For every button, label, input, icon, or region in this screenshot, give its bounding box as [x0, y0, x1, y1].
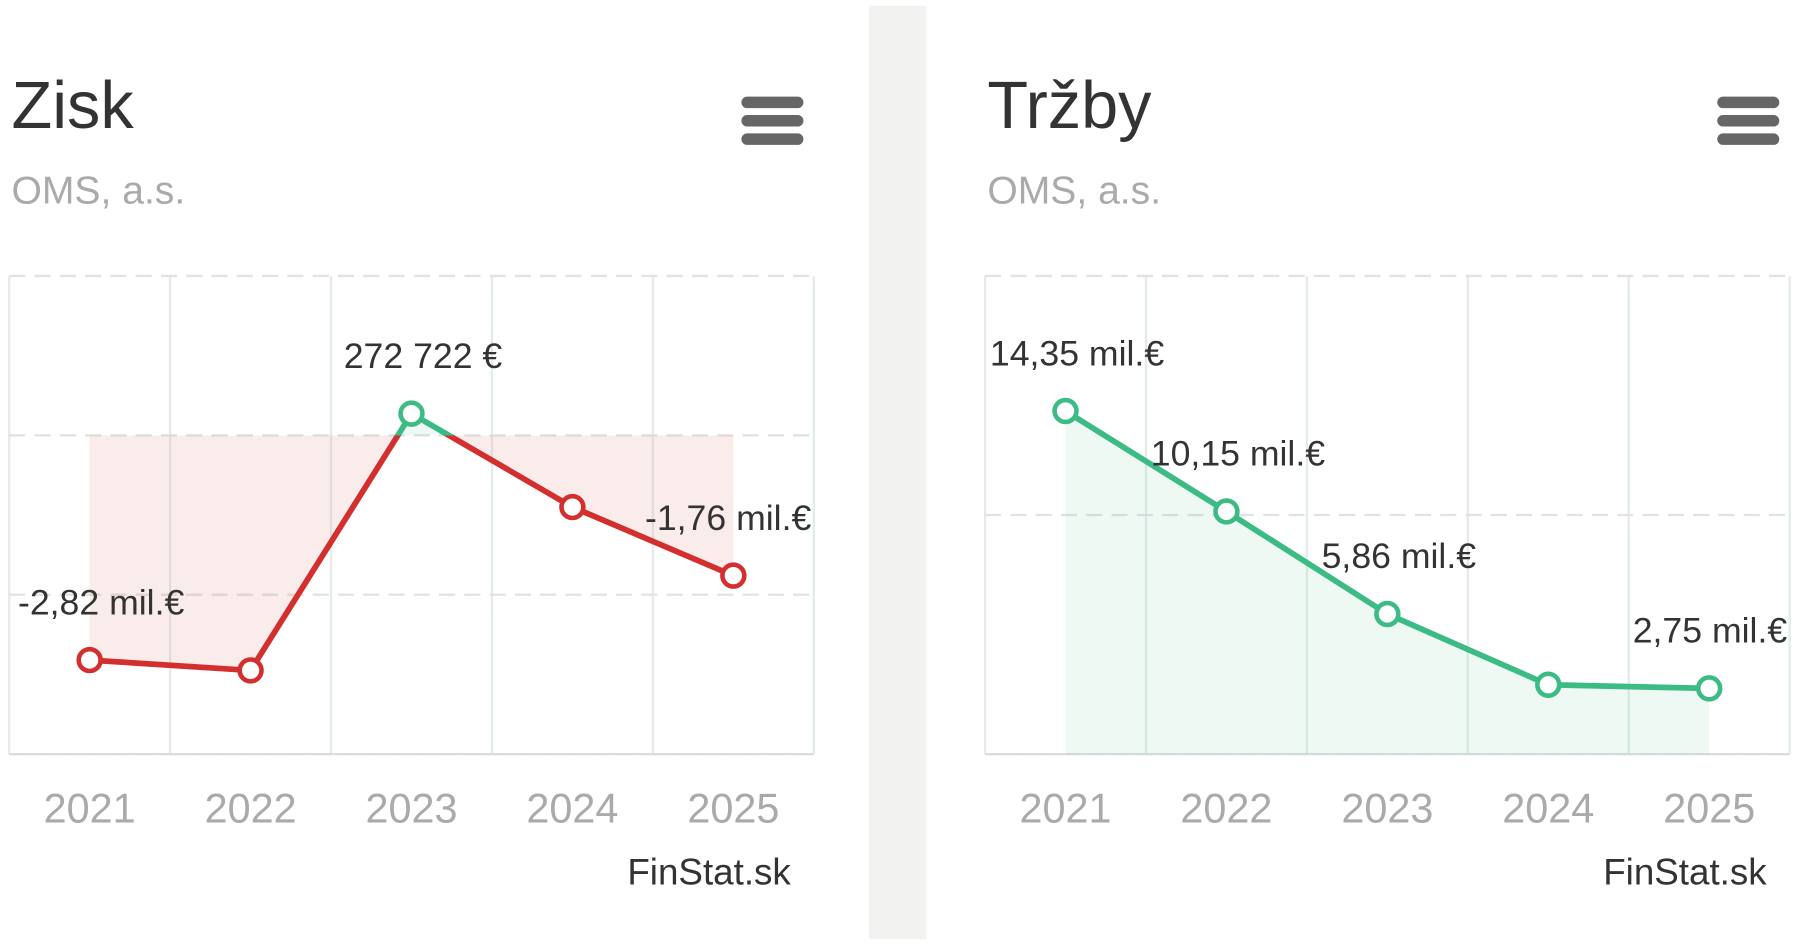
point — [1695, 675, 1723, 702]
x-tick-label: 2021 — [44, 786, 136, 832]
credit: FinStat.sk — [627, 852, 791, 893]
credit: FinStat.sk — [1603, 852, 1767, 893]
menu-button[interactable] — [741, 96, 804, 145]
point — [559, 493, 586, 521]
data-label: 5,86 mil.€ — [1322, 536, 1477, 576]
x-tick-label: 2025 — [1663, 786, 1755, 832]
chart-subtitle: OMS, a.s. — [11, 170, 185, 213]
x-tick-label: 2022 — [1180, 786, 1272, 832]
area — [1065, 411, 1710, 755]
x-tick-label: 2024 — [526, 786, 618, 832]
data-label: 272 722 € — [344, 336, 503, 376]
x-tick-label: 2025 — [687, 786, 779, 832]
data-label: -2,82 mil.€ — [18, 582, 185, 622]
area — [89, 413, 734, 671]
point — [1535, 671, 1562, 698]
x-tick-label: 2022 — [205, 786, 297, 832]
data-label: 10,15 mil.€ — [1151, 434, 1325, 474]
chart-title: Tržby — [987, 69, 1152, 143]
point — [1374, 600, 1401, 628]
x-tick-label: 2024 — [1502, 786, 1594, 832]
divider — [868, 5, 927, 940]
x-tick-label: 2023 — [365, 786, 457, 832]
data-label: -1,76 mil.€ — [645, 498, 812, 538]
data-label: 2,75 mil.€ — [1633, 611, 1788, 651]
point — [237, 657, 264, 684]
chart-title: Zisk — [11, 69, 134, 143]
point — [398, 400, 425, 427]
menu-button[interactable] — [1717, 96, 1780, 145]
point — [76, 646, 103, 674]
x-tick-label: 2021 — [1020, 786, 1112, 832]
point — [1213, 498, 1240, 525]
chart-subtitle: OMS, a.s. — [987, 170, 1161, 213]
point — [720, 562, 747, 589]
x-tick-label: 2023 — [1341, 786, 1433, 832]
point — [1052, 397, 1079, 425]
data-label: 14,35 mil.€ — [990, 333, 1164, 373]
